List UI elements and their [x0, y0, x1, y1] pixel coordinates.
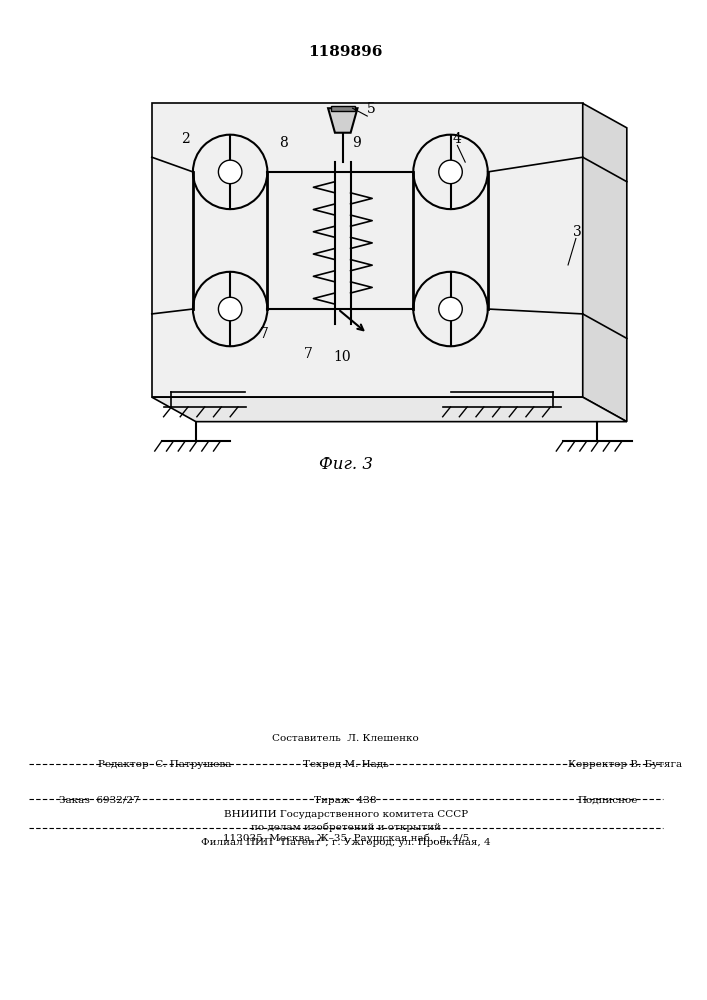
Text: 5: 5	[367, 102, 376, 116]
Text: 2: 2	[181, 132, 190, 146]
Circle shape	[439, 160, 462, 184]
Polygon shape	[328, 108, 358, 133]
Text: 7: 7	[259, 327, 269, 341]
Text: Техред М. Надь: Техред М. Надь	[303, 760, 389, 769]
Circle shape	[218, 297, 242, 321]
Text: Фиг. 3: Фиг. 3	[319, 456, 373, 473]
Text: Составитель  Л. Клешенко: Составитель Л. Клешенко	[272, 734, 419, 743]
Text: 113035, Москва, Ж–35, Раушская наб., д. 4/5: 113035, Москва, Ж–35, Раушская наб., д. …	[223, 834, 469, 843]
Polygon shape	[152, 397, 627, 422]
Circle shape	[439, 297, 462, 321]
Text: 1189896: 1189896	[308, 45, 383, 59]
Text: 10: 10	[333, 350, 351, 364]
Text: Заказ  6932/27: Заказ 6932/27	[59, 796, 139, 805]
Text: 9: 9	[353, 136, 361, 150]
Polygon shape	[583, 103, 627, 422]
Text: 7: 7	[303, 347, 312, 361]
Text: ВНИИПИ Государственного комитета СССР: ВНИИПИ Государственного комитета СССР	[223, 810, 468, 819]
Text: Редактор  С. Патрушева: Редактор С. Патрушева	[98, 760, 231, 769]
Circle shape	[218, 160, 242, 184]
Text: по делам изобретений и открытий: по делам изобретений и открытий	[251, 822, 440, 832]
Text: Подписное: Подписное	[578, 796, 638, 805]
Text: 4: 4	[452, 132, 462, 146]
Polygon shape	[152, 103, 583, 397]
Text: Тираж  438: Тираж 438	[315, 796, 377, 805]
Polygon shape	[331, 106, 354, 111]
Text: Корректор В. Бутяга: Корректор В. Бутяга	[568, 760, 682, 769]
Text: Филиал ПИП "Патент", г. Ужгород, ул. Проектная, 4: Филиал ПИП "Патент", г. Ужгород, ул. Про…	[201, 838, 491, 847]
Text: 8: 8	[279, 136, 288, 150]
Text: 3: 3	[573, 225, 582, 239]
